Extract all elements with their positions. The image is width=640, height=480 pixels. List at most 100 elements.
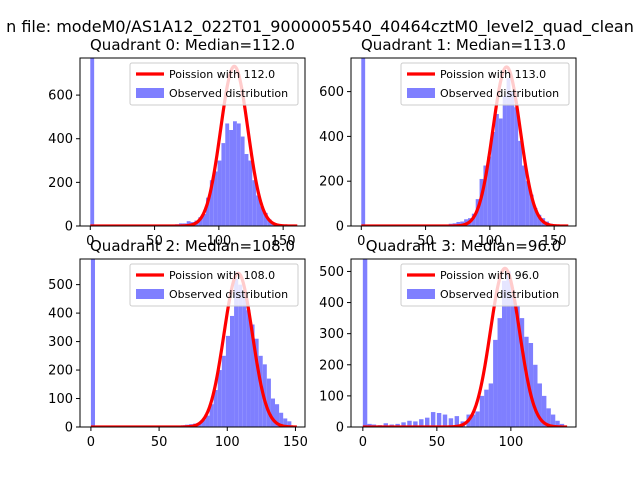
histogram-bar [514,107,519,226]
histogram-bar [246,310,251,427]
legend: Poission with 96.0 Observed distribution [400,263,570,307]
histogram-bar [487,156,492,226]
x-tick-label: 50 [417,234,434,249]
plot-area [361,259,568,427]
histogram-bar [528,343,534,427]
histogram-bar [506,78,511,226]
histogram-bar [456,221,461,226]
histogram-bar [519,318,525,427]
histogram-bar [254,338,259,427]
histogram-bar [361,58,366,226]
legend-label: Poission with 113.0 [440,68,546,81]
histogram-bar [506,271,511,427]
histogram-bar [186,221,191,226]
histogram-bar [206,197,210,226]
y-tick-label: 0 [65,421,73,436]
histogram-bar [498,118,503,226]
histogram-bar [201,419,206,427]
legend-label: Observed distribution [169,87,288,100]
histogram-bar [209,180,214,226]
histogram-bar [260,206,264,226]
y-tick-label: 400 [319,130,344,145]
histogram-bar [362,259,368,427]
x-tick-label: 100 [215,435,240,450]
histogram-bar [407,420,412,427]
histogram-bar [495,114,499,226]
histogram-bar [263,212,268,226]
y-tick-label: 400 [319,296,344,311]
histogram-bar [244,154,249,226]
histogram-bar [256,195,260,226]
histogram-bar [213,389,218,427]
histogram-bar [401,422,406,427]
histogram-bar [213,171,218,226]
histogram-bar [442,414,448,427]
histogram-bar [248,160,253,226]
histogram-bar [225,123,230,226]
legend-patch-swatch [136,88,164,98]
histogram-bar [497,318,502,427]
x-tick-label: 0 [359,435,367,450]
histogram-bar [430,412,436,427]
histogram-bar [225,335,230,427]
histogram-bar [491,131,495,226]
histogram-bar [221,143,226,226]
y-tick-label: 200 [319,175,344,190]
histogram-bar [493,339,498,427]
subplot-1: 0 50 100 150 0 200 400 600 Quadrant 1: Median=11… [319,36,577,249]
plot-area [360,58,570,226]
subplot-title: Quadrant 3: Median=96.0 [366,237,561,255]
histogram-bar [419,419,424,427]
x-tick-label: 50 [146,234,163,249]
histogram-bar [287,421,292,427]
poisson-curve [89,64,299,226]
poisson-curve [361,266,568,427]
histogram-bar [425,417,430,427]
histogram-bar [236,123,241,226]
figure-suptitle: n file: modeM0/AS1A12_022T01_9000005540_… [6,17,634,37]
axes-frame [350,258,577,428]
histogram-bar [270,398,275,427]
legend-label: Poission with 96.0 [440,269,539,282]
y-tick-label: 100 [48,392,73,407]
histogram-bar [436,413,442,427]
x-tick-label: 150 [542,234,567,249]
histogram-bar [533,364,538,427]
histogram-bar [475,411,480,427]
histogram-bar [233,121,237,226]
plot-area [89,58,299,226]
axes-frame [79,57,306,227]
histogram-bar [275,404,280,427]
histogram-bar [205,415,210,427]
histogram-bar [242,293,247,427]
histogram-bar [537,383,542,427]
y-tick-label: 600 [319,85,344,100]
histogram-bar [546,408,551,427]
histogram-bar [510,296,516,427]
histogram-bar [515,305,520,427]
y-tick-label: 500 [48,278,73,293]
legend: Poission with 108.0 Observed distribution [129,263,299,307]
histogram-bar [448,418,454,427]
x-tick-label: 100 [206,234,231,249]
histogram-bar [202,214,206,226]
histogram-bar [470,414,476,427]
histogram-bar [533,208,538,226]
y-tick-label: 200 [48,364,73,379]
legend-box [400,263,570,307]
histogram-bar [229,130,233,226]
histogram-bar [501,280,507,427]
subplot-title: Quadrant 2: Median=108.0 [90,237,295,255]
histogram-bar [529,194,534,226]
histogram-bar [502,96,507,226]
legend: Poission with 113.0 Observed distribution [400,62,570,106]
x-tick-label: 150 [271,234,296,249]
histogram-bar [454,416,460,427]
histogram-bar [383,423,389,427]
histogram-bar [537,214,542,226]
x-tick-label: 150 [283,435,308,450]
histogram-bar [555,420,560,427]
y-tick-label: 600 [48,89,73,104]
legend-label: Poission with 108.0 [169,269,275,282]
